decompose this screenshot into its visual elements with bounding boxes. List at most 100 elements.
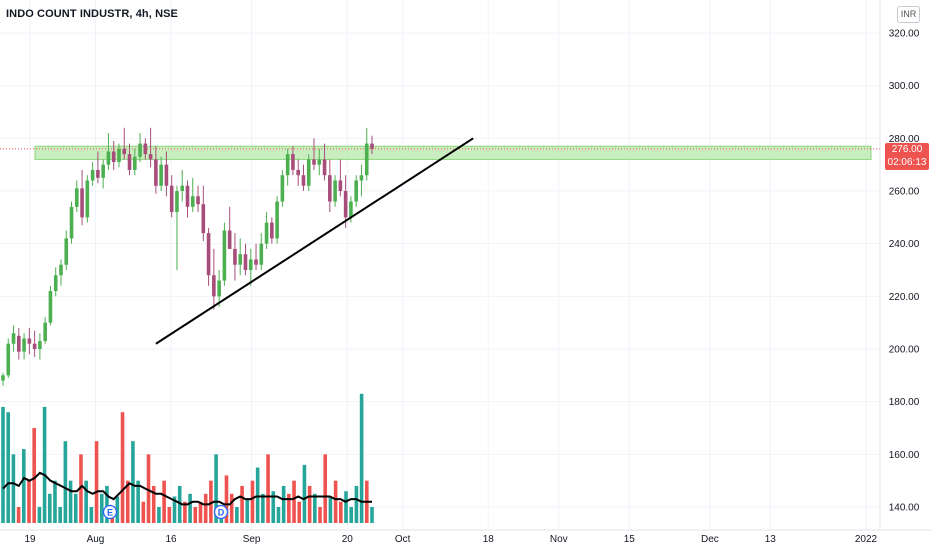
volume-bar: [89, 507, 94, 523]
candle-body: [53, 275, 58, 292]
candle-body: [201, 204, 206, 234]
volume-bar: [120, 412, 125, 523]
candle-body: [217, 280, 221, 297]
candle-body: [196, 196, 200, 205]
candle-body: [164, 164, 169, 186]
volume-bar: [333, 480, 338, 523]
candle-body: [233, 248, 237, 265]
volume-bar: [79, 454, 83, 523]
candle-body: [96, 169, 100, 178]
price-axis[interactable]: 140.00 160.00 180.00 200.00 220.00 240.00 260.…: [879, 0, 920, 530]
volume-bar: [323, 454, 328, 523]
x-tick-label: 15: [624, 534, 636, 545]
volume-bar: [224, 475, 229, 523]
volume-bar: [198, 501, 203, 523]
volume-bar: [271, 491, 276, 523]
bar-countdown-label: 02:06:13: [885, 156, 929, 170]
volume-bar: [162, 480, 166, 523]
candle-body: [106, 151, 111, 165]
volume-bar: [328, 496, 333, 523]
currency-button[interactable]: INR: [897, 6, 920, 23]
volume-bars: [1, 393, 374, 523]
dividend-marker: [213, 504, 229, 520]
candle-body: [17, 335, 21, 352]
volume-bar: [287, 493, 291, 523]
volume-bar: [245, 499, 250, 523]
volume-bar: [125, 480, 130, 523]
earnings-marker-label: E: [107, 508, 113, 518]
volume-ma-path: [2, 471, 372, 506]
candle-body: [185, 185, 190, 207]
volume-bar: [151, 485, 156, 523]
candle-body: [301, 175, 306, 186]
candle-body: [169, 185, 174, 213]
volume-bar: [27, 480, 31, 523]
volume-bar: [157, 507, 161, 523]
volume-bar: [240, 485, 244, 523]
candle-body: [343, 191, 348, 218]
volume-bar: [292, 480, 296, 523]
x-tick-label: 18: [483, 534, 495, 545]
volume-bar: [63, 441, 68, 523]
candle-body: [243, 254, 248, 270]
volume-bar: [1, 406, 5, 523]
trendline[interactable]: [155, 137, 474, 345]
candle-body: [180, 185, 185, 191]
candle-body: [90, 169, 95, 181]
volume-bar: [307, 485, 312, 523]
volume-bar: [53, 480, 57, 523]
candle-body: [64, 238, 69, 265]
time-axis[interactable]: 19 Aug 16 Sep 20 Oct 18 Nov 15 Dec 13 2022: [0, 529, 932, 545]
volume-bar: [99, 493, 104, 523]
candle-body: [275, 201, 279, 239]
candle-body: [359, 175, 364, 181]
candle-body: [206, 233, 211, 276]
candle-body: [291, 154, 295, 170]
resistance-zone[interactable]: [0, 145, 880, 160]
candle-body: [212, 275, 216, 297]
volume-bar: [339, 501, 343, 523]
ascending-trendline: [155, 137, 474, 345]
candle-body: [259, 243, 264, 265]
candle-body: [306, 159, 311, 186]
volume-bar: [276, 507, 281, 523]
volume-bar: [235, 507, 239, 523]
candle-body: [175, 191, 179, 213]
candle-body: [75, 188, 79, 207]
volume-bar: [261, 493, 265, 523]
y-tick-label: 300.00: [889, 81, 920, 92]
candle-body: [238, 254, 243, 265]
candle-body: [248, 259, 253, 270]
volume-bar: [344, 491, 348, 523]
volume-bar: [183, 501, 187, 523]
volume-bar: [37, 507, 42, 523]
volume-bar: [255, 467, 260, 523]
candle-body: [328, 175, 332, 202]
candle-body: [38, 341, 42, 349]
candle-body: [59, 264, 63, 276]
volume-bar: [370, 507, 374, 523]
volume-bar: [68, 480, 73, 523]
volume-bar: [229, 493, 234, 523]
volume-bar: [84, 480, 88, 523]
volume-bar: [167, 507, 172, 523]
y-tick-label: 260.00: [889, 187, 920, 198]
volume-bar: [172, 496, 177, 523]
candle-body: [43, 322, 47, 342]
candle-body: [85, 180, 90, 218]
candle-body: [143, 143, 148, 155]
volume-bar: [349, 507, 354, 523]
resistance-zone-rect: [34, 145, 872, 160]
volume-bar: [188, 493, 192, 523]
candle-body: [111, 151, 116, 163]
candle-body: [254, 259, 258, 265]
x-tick-label: Aug: [87, 534, 105, 545]
candle-body: [264, 222, 269, 244]
volume-bar: [209, 480, 213, 523]
volume-bar: [42, 406, 47, 523]
y-tick-label: 180.00: [889, 397, 920, 408]
candle-body: [117, 148, 121, 163]
candle-body: [296, 169, 300, 176]
